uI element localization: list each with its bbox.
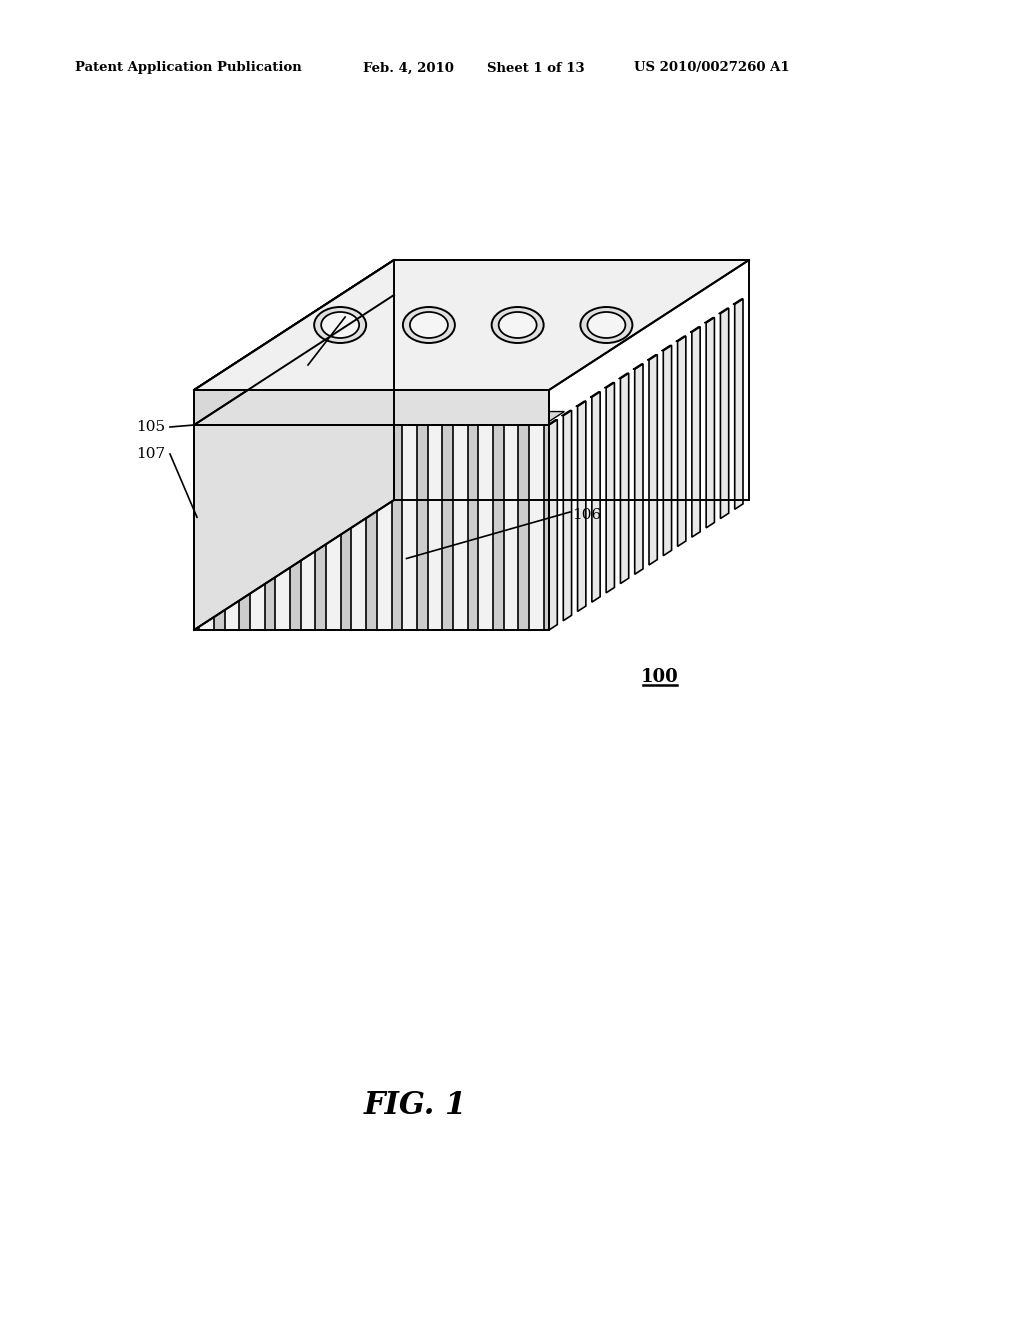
Polygon shape	[428, 425, 442, 630]
Polygon shape	[707, 318, 715, 528]
Polygon shape	[326, 412, 361, 425]
Polygon shape	[326, 425, 341, 630]
Polygon shape	[529, 412, 564, 425]
Polygon shape	[275, 412, 311, 425]
Polygon shape	[575, 401, 586, 407]
Polygon shape	[690, 327, 700, 333]
Text: 100: 100	[641, 668, 679, 686]
Polygon shape	[377, 412, 413, 425]
Polygon shape	[250, 425, 265, 630]
Text: 110: 110	[300, 350, 330, 364]
Polygon shape	[194, 260, 394, 630]
Polygon shape	[621, 374, 629, 583]
Polygon shape	[504, 425, 518, 630]
Polygon shape	[200, 425, 214, 630]
Polygon shape	[578, 401, 586, 611]
Ellipse shape	[314, 308, 367, 343]
Polygon shape	[547, 420, 557, 425]
Polygon shape	[453, 412, 488, 425]
Polygon shape	[224, 412, 260, 425]
Text: Patent Application Publication: Patent Application Publication	[75, 62, 302, 74]
Text: US 2010/0027260 A1: US 2010/0027260 A1	[634, 62, 790, 74]
Polygon shape	[224, 425, 240, 630]
Polygon shape	[402, 425, 417, 630]
Polygon shape	[733, 298, 743, 305]
Polygon shape	[351, 412, 387, 425]
Polygon shape	[478, 425, 493, 630]
Polygon shape	[676, 337, 686, 342]
Ellipse shape	[410, 312, 447, 338]
Polygon shape	[563, 411, 571, 620]
Polygon shape	[194, 425, 549, 630]
Polygon shape	[275, 425, 290, 630]
Polygon shape	[200, 412, 234, 425]
Polygon shape	[377, 425, 391, 630]
Polygon shape	[351, 425, 367, 630]
Polygon shape	[504, 412, 539, 425]
Polygon shape	[734, 298, 743, 510]
Text: 106: 106	[572, 508, 601, 521]
Ellipse shape	[581, 308, 633, 343]
Polygon shape	[606, 383, 614, 593]
Polygon shape	[301, 412, 336, 425]
Polygon shape	[250, 412, 286, 425]
Polygon shape	[662, 346, 672, 351]
Polygon shape	[705, 318, 715, 323]
Polygon shape	[721, 308, 729, 519]
Text: FIG. 1: FIG. 1	[364, 1089, 467, 1121]
Polygon shape	[633, 364, 643, 370]
Polygon shape	[635, 364, 643, 574]
Polygon shape	[529, 425, 544, 630]
Ellipse shape	[499, 312, 537, 338]
Polygon shape	[561, 411, 571, 416]
Text: Feb. 4, 2010: Feb. 4, 2010	[362, 62, 454, 74]
Polygon shape	[453, 425, 468, 630]
Polygon shape	[592, 392, 600, 602]
Polygon shape	[478, 412, 514, 425]
Polygon shape	[194, 260, 749, 389]
Polygon shape	[194, 389, 549, 425]
Polygon shape	[664, 346, 672, 556]
Polygon shape	[604, 383, 614, 388]
Polygon shape	[719, 308, 729, 314]
Polygon shape	[647, 355, 657, 360]
Polygon shape	[194, 260, 394, 425]
Polygon shape	[618, 374, 629, 379]
Text: Sheet 1 of 13: Sheet 1 of 13	[487, 62, 585, 74]
Polygon shape	[428, 412, 463, 425]
Polygon shape	[590, 392, 600, 397]
Ellipse shape	[402, 308, 455, 343]
Polygon shape	[402, 412, 437, 425]
Text: 105: 105	[136, 420, 165, 434]
Ellipse shape	[492, 308, 544, 343]
Polygon shape	[692, 327, 700, 537]
Ellipse shape	[322, 312, 359, 338]
Ellipse shape	[588, 312, 626, 338]
Polygon shape	[678, 337, 686, 546]
Polygon shape	[549, 420, 557, 630]
Polygon shape	[301, 425, 315, 630]
Polygon shape	[649, 355, 657, 565]
Text: 107: 107	[136, 447, 165, 461]
